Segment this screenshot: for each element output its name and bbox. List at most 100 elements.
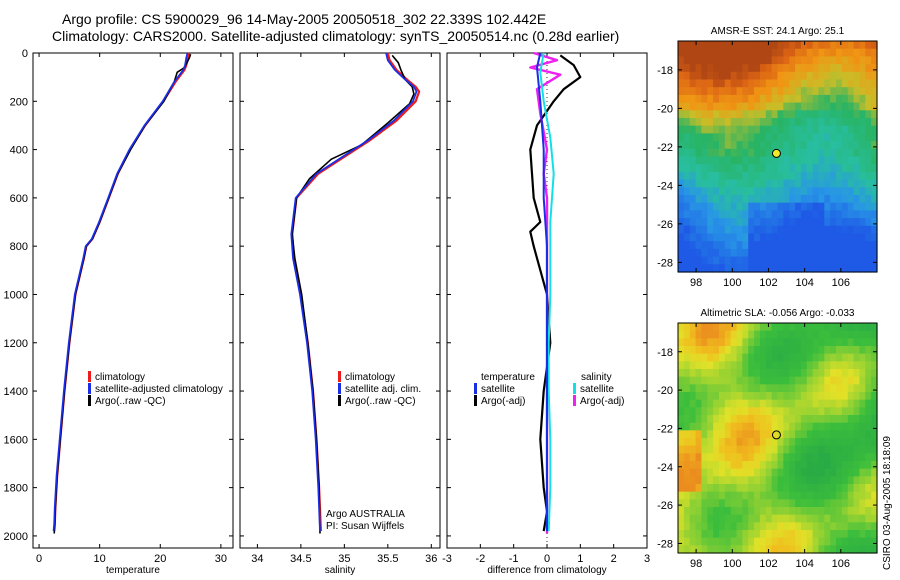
salinity-legend-argo-swatch — [338, 395, 341, 406]
map-cell — [742, 118, 749, 127]
map-cell — [818, 468, 825, 477]
map-cell — [847, 445, 855, 454]
map-cell — [707, 248, 714, 258]
map-cell — [836, 118, 843, 127]
map-cell — [795, 415, 802, 424]
map-cell — [777, 64, 784, 73]
map-cell — [841, 346, 849, 355]
map-cell — [841, 179, 849, 188]
map-cell — [830, 48, 837, 57]
map-cell — [748, 187, 755, 196]
map-cell — [748, 148, 755, 158]
map-cell — [730, 133, 738, 142]
map-cell — [730, 484, 738, 493]
map-cell — [812, 407, 820, 416]
map-cell — [759, 87, 767, 96]
map-cell — [812, 484, 820, 493]
map-cell — [759, 48, 767, 57]
map-cell — [724, 407, 732, 416]
map-cell — [824, 179, 831, 188]
map-cell — [871, 346, 878, 355]
map-cell — [683, 499, 691, 508]
map-cell — [678, 438, 685, 447]
map-cell — [859, 323, 866, 332]
argo-float-marker — [771, 148, 781, 158]
map-cell — [713, 41, 720, 50]
map-cell — [742, 453, 749, 462]
map-cell — [730, 346, 738, 355]
map-cell — [730, 141, 738, 150]
map-cell — [707, 522, 714, 531]
map-cell — [748, 141, 755, 150]
map-cell — [724, 338, 732, 347]
map-cell — [759, 514, 767, 523]
map-cell — [783, 514, 790, 523]
map-cell — [754, 407, 761, 416]
map-cell — [754, 102, 761, 111]
map-cell — [847, 41, 855, 50]
map-cell — [771, 118, 779, 127]
map-cell — [800, 453, 808, 462]
map-cell — [800, 94, 808, 104]
map-cell — [736, 499, 743, 508]
map-cell — [759, 41, 767, 50]
map-cell — [718, 56, 726, 65]
map-cell — [736, 491, 743, 500]
map-cell — [765, 369, 773, 378]
map-cell — [836, 392, 843, 401]
map-cell — [759, 399, 767, 408]
map-cell — [707, 399, 714, 408]
map-cell — [795, 476, 802, 485]
map-cell — [836, 522, 843, 531]
map-cell — [865, 179, 872, 188]
map-cell — [707, 346, 714, 355]
map-cell — [683, 118, 691, 127]
map-cell — [707, 87, 714, 96]
map-cell — [871, 48, 878, 57]
map-cell — [841, 87, 849, 96]
salinity-tick-label: 36 — [425, 553, 437, 565]
map-cell — [836, 507, 843, 516]
map-cell — [830, 484, 837, 493]
map-cell — [736, 445, 743, 454]
map-cell — [748, 64, 755, 73]
map-cell — [783, 94, 790, 104]
map-cell — [789, 256, 796, 265]
map-cell — [777, 202, 784, 211]
map-cell — [800, 102, 808, 111]
map-cell — [783, 361, 790, 370]
map-cell — [818, 195, 825, 204]
map-cell — [818, 430, 825, 439]
map-cell — [695, 369, 703, 378]
map-cell — [724, 453, 732, 462]
map-cell — [806, 248, 814, 258]
map-cell — [683, 87, 691, 96]
map-cell — [789, 445, 796, 454]
map-cell — [859, 241, 866, 250]
map-cell — [777, 79, 784, 88]
map-cell — [736, 171, 743, 181]
map-cell — [859, 468, 866, 477]
map-cell — [707, 171, 714, 181]
map-cell — [795, 71, 802, 81]
map-cell — [707, 507, 714, 516]
map-cell — [783, 125, 790, 134]
map-cell — [742, 133, 749, 142]
map-cell — [830, 537, 837, 546]
map-cell — [865, 187, 872, 196]
map-cell — [724, 353, 732, 362]
map-cell — [759, 522, 767, 531]
map-cell — [742, 361, 749, 370]
map-cell — [795, 530, 802, 539]
map-cell — [836, 323, 843, 332]
map-cell — [695, 125, 703, 134]
map-cell — [777, 399, 784, 408]
map-cell — [859, 453, 866, 462]
map-cell — [859, 94, 866, 104]
map-cell — [759, 376, 767, 385]
map-cell — [847, 476, 855, 485]
map-cell — [795, 202, 802, 211]
map-cell — [771, 248, 779, 258]
map-cell — [783, 79, 790, 88]
